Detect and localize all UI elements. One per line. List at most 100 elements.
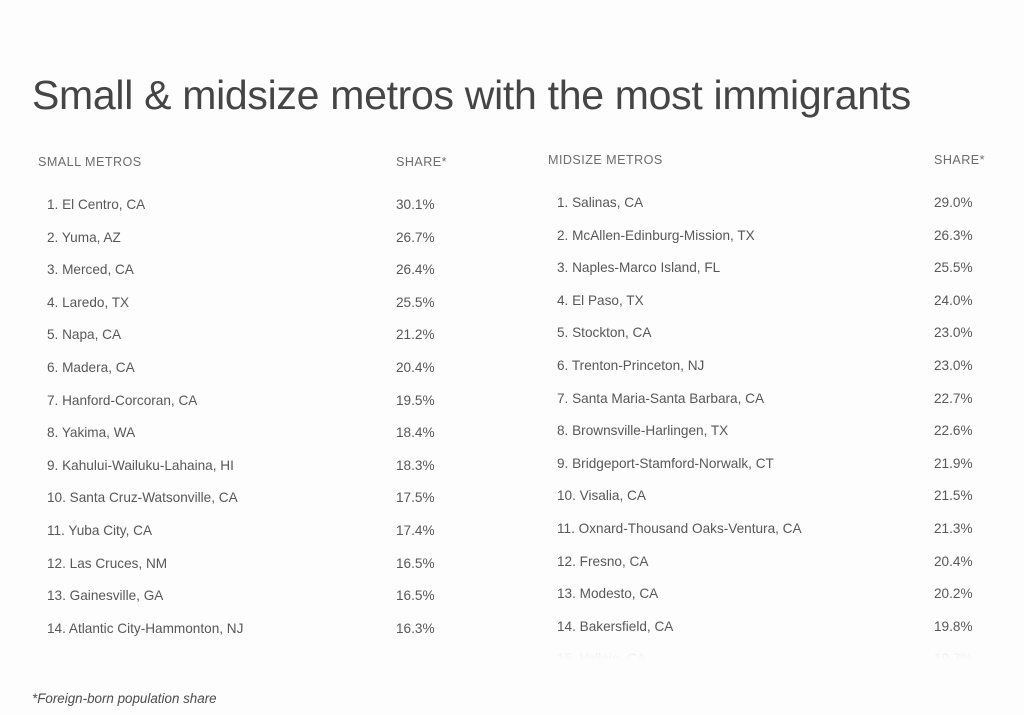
midsize-metros-table: MIDSIZE METROS SHARE* 1. Salinas, CA 29.0… [548,155,1000,660]
metro-name: 3. Naples-Marco Island, FL [557,260,721,276]
table-row: 7. Santa Maria-Santa Barbara, CA 22.7% [548,382,1000,415]
table-row: 1. El Centro, CA 30.1% [38,188,500,221]
metro-share-value: 16.5% [396,555,435,571]
metro-share-value: 20.4% [934,553,973,569]
metro-name: 11. Yuba City, CA [47,522,153,538]
metro-name: 8. Yakima, WA [47,425,136,441]
midsize-metros-table-header: MIDSIZE METROS SHARE* [548,155,1000,186]
metro-share-value: 24.0% [934,292,973,308]
metro-name: 4. El Paso, TX [557,292,644,308]
metro-share-value: 19.7% [934,651,973,660]
metro-share-value: 22.7% [934,390,973,406]
metro-tables-container: SMALL METROS SHARE* 1. El Centro, CA 30.1… [0,155,1024,660]
table-row: 4. El Paso, TX 24.0% [548,284,1000,317]
metro-name: 15. Vallejo, CA [557,651,646,660]
metro-share-value: 21.9% [934,455,973,471]
metro-share-value: 25.5% [934,260,973,276]
metro-share-value: 18.3% [396,457,435,473]
footnote: *Foreign-born population share [32,691,217,706]
metro-name: 7. Hanford-Corcoran, CA [47,392,198,408]
table-row: 2. Yuma, AZ 26.7% [38,221,500,254]
metro-name: 10. Visalia, CA [557,488,646,504]
small-metros-table: SMALL METROS SHARE* 1. El Centro, CA 30.1… [38,155,500,644]
metro-share-value: 23.0% [934,357,973,373]
table-row: 10. Visalia, CA 21.5% [548,479,1000,512]
table-row: 5. Stockton, CA 23.0% [548,316,1000,349]
table-row: 13. Modesto, CA 20.2% [548,577,1000,610]
table-row: 4. Laredo, TX 25.5% [38,286,500,319]
metro-name: 8. Brownsville-Harlingen, TX [557,423,729,439]
table-row: 1. Salinas, CA 29.0% [548,186,1000,219]
metro-name: 4. Laredo, TX [47,294,130,310]
table-row: 8. Yakima, WA 18.4% [38,416,500,449]
small-metros-table-body: 1. El Centro, CA 30.1% 2. Yuma, AZ 26.7% 3. … [38,188,500,644]
metro-name: 2. Yuma, AZ [47,229,121,245]
table-row: 3. Merced, CA 26.4% [38,253,500,286]
table-row: 9. Kahului-Wailuku-Lahaina, HI 18.3% [38,449,500,482]
metro-share-value: 18.4% [396,425,435,441]
metro-share-value: 21.5% [934,488,973,504]
table-row: 7. Hanford-Corcoran, CA 19.5% [38,384,500,417]
metro-name: 9. Bridgeport-Stamford-Norwalk, CT [557,455,774,471]
midsize-metros-table-body: 1. Salinas, CA 29.0% 2. McAllen-Edinburg-M… [548,186,1000,660]
metro-share-value: 16.5% [396,588,435,604]
table-row: 12. Fresno, CA 20.4% [548,545,1000,578]
metro-name: 9. Kahului-Wailuku-Lahaina, HI [47,457,234,473]
column-header-small-metros: SMALL METROS [38,155,142,169]
table-row: 13. Gainesville, GA 16.5% [38,579,500,612]
metro-share-value: 26.7% [396,229,435,245]
table-row: 9. Bridgeport-Stamford-Norwalk, CT 21.9% [548,447,1000,480]
small-metros-table-header: SMALL METROS SHARE* [38,155,500,188]
metro-share-value: 16.3% [396,620,435,636]
table-row: 2. McAllen-Edinburg-Mission, TX 26.3% [548,219,1000,252]
column-header-midsize-metros: MIDSIZE METROS [548,155,663,167]
metro-share-value: 21.3% [934,520,973,536]
table-row: 11. Oxnard-Thousand Oaks-Ventura, CA 21.3… [548,512,1000,545]
metro-share-value: 30.1% [396,197,435,212]
metro-share-value: 20.4% [396,359,435,375]
table-row: 11. Yuba City, CA 17.4% [38,514,500,547]
table-row: 6. Trenton-Princeton, NJ 23.0% [548,349,1000,382]
table-row: 5. Napa, CA 21.2% [38,318,500,351]
table-row: 8. Brownsville-Harlingen, TX 22.6% [548,414,1000,447]
metro-name: 6. Madera, CA [47,359,135,375]
metro-name: 6. Trenton-Princeton, NJ [557,357,705,373]
metro-name: 13. Gainesville, GA [47,588,164,604]
column-header-share: SHARE* [396,155,447,169]
metro-share-value: 20.2% [934,586,973,602]
table-row: 15. Vallejo, CA 19.7% [548,642,1000,660]
metro-share-value: 29.0% [934,195,973,210]
table-row: 3. Naples-Marco Island, FL 25.5% [548,251,1000,284]
metro-share-value: 23.0% [934,325,973,341]
metro-share-value: 17.4% [396,522,435,538]
table-row: 14. Atlantic City-Hammonton, NJ 16.3% [38,612,500,645]
metro-name: 12. Fresno, CA [557,553,649,569]
metro-name: 12. Las Cruces, NM [47,555,168,571]
metro-share-value: 26.3% [934,227,973,243]
metro-name: 3. Merced, CA [47,262,134,278]
metro-share-value: 21.2% [396,327,435,343]
metro-name: 1. Salinas, CA [557,195,644,210]
column-header-share: SHARE* [934,155,985,167]
metro-name: 14. Atlantic City-Hammonton, NJ [47,620,244,636]
table-row: 12. Las Cruces, NM 16.5% [38,547,500,580]
metro-name: 13. Modesto, CA [557,586,659,602]
metro-name: 14. Bakersfield, CA [557,618,674,634]
metro-share-value: 25.5% [396,294,435,310]
page-title: Small & midsize metros with the most imm… [32,72,912,119]
metro-name: 2. McAllen-Edinburg-Mission, TX [557,227,755,243]
metro-name: 11. Oxnard-Thousand Oaks-Ventura, CA [557,520,802,536]
metro-share-value: 17.5% [396,490,435,506]
metro-share-value: 19.5% [396,392,435,408]
metro-share-value: 19.8% [934,618,973,634]
metro-name: 7. Santa Maria-Santa Barbara, CA [557,390,765,406]
metro-name: 10. Santa Cruz-Watsonville, CA [47,490,238,506]
table-row: 6. Madera, CA 20.4% [38,351,500,384]
metro-share-value: 22.6% [934,423,973,439]
metro-name: 5. Napa, CA [47,327,122,343]
metro-name: 1. El Centro, CA [47,197,146,212]
table-row: 14. Bakersfield, CA 19.8% [548,610,1000,643]
metro-share-value: 26.4% [396,262,435,278]
table-row: 10. Santa Cruz-Watsonville, CA 17.5% [38,481,500,514]
